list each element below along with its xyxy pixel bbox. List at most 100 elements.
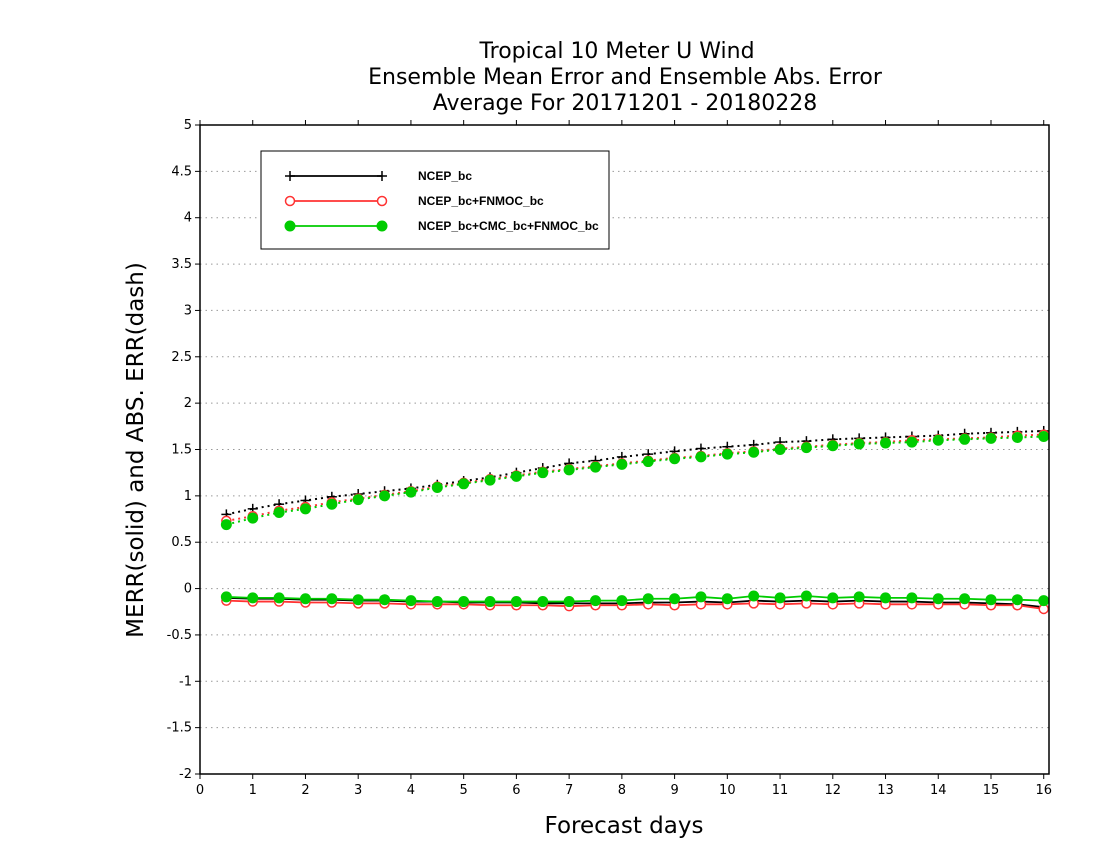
abs-err-point-ncep-bc-cmc-bc-fnmoc-bc: [748, 446, 760, 458]
legend-marker-ncep-bc: [285, 171, 295, 181]
merr-point-ncep-bc-cmc-bc-fnmoc-bc: [642, 593, 654, 605]
merr-point-ncep-bc-cmc-bc-fnmoc-bc: [695, 591, 707, 603]
abs-err-point-ncep-bc-cmc-bc-fnmoc-bc: [563, 464, 575, 476]
merr-point-ncep-bc-cmc-bc-fnmoc-bc: [247, 592, 259, 604]
legend: NCEP_bc NCEP_bc+FNMOC_bc NCEP_bc+CMC_bc+FN…: [260, 150, 610, 250]
abs-err-point-ncep-bc-cmc-bc-fnmoc-bc: [721, 448, 733, 460]
abs-err-point-ncep-bc-cmc-bc-fnmoc-bc: [827, 440, 839, 452]
y-tick-label: 1.5: [171, 443, 192, 458]
y-tick-label: 5: [184, 118, 192, 133]
merr-point-ncep-bc-cmc-bc-fnmoc-bc: [748, 590, 760, 602]
x-axis-ticks: 0 1 2 3 4 5 6 7 8 9 10 11 12 13 14 15 16: [196, 120, 1052, 798]
x-tick-label: 11: [772, 783, 789, 798]
y-tick-label: 1: [184, 489, 192, 504]
abs-err-point-ncep-bc-cmc-bc-fnmoc-bc: [484, 474, 496, 486]
merr-point-ncep-bc-cmc-bc-fnmoc-bc: [985, 594, 997, 606]
merr-point-ncep-bc-cmc-bc-fnmoc-bc: [906, 592, 918, 604]
y-tick-label: 2.5: [171, 350, 192, 365]
abs-err-point-ncep-bc-cmc-bc-fnmoc-bc: [959, 433, 971, 445]
y-tick-label: 0: [184, 582, 192, 597]
x-tick-label: 7: [565, 783, 573, 798]
merr-point-ncep-bc-cmc-bc-fnmoc-bc: [959, 593, 971, 605]
x-tick-label: 12: [825, 783, 842, 798]
x-tick-label: 8: [618, 783, 626, 798]
merr-point-ncep-bc-cmc-bc-fnmoc-bc: [853, 591, 865, 603]
abs-err-point-ncep-bc-cmc-bc-fnmoc-bc: [589, 461, 601, 473]
abs-err-point-ncep-bc-cmc-bc-fnmoc-bc: [273, 507, 285, 519]
abs-err-point-ncep-bc-cmc-bc-fnmoc-bc: [537, 467, 549, 479]
abs-err-point-ncep-bc-cmc-bc-fnmoc-bc: [985, 432, 997, 444]
abs-err-point-ncep-bc-cmc-bc-fnmoc-bc: [800, 442, 812, 454]
abs-err-point-ncep-bc-cmc-bc-fnmoc-bc: [299, 503, 311, 515]
abs-err-point-ncep-bc-cmc-bc-fnmoc-bc: [458, 478, 470, 490]
plot-series: [220, 425, 1050, 615]
x-tick-label: 15: [983, 783, 1000, 798]
abs-err-point-ncep-bc-cmc-bc-fnmoc-bc: [326, 498, 338, 510]
merr-point-ncep-bc-cmc-bc-fnmoc-bc: [537, 596, 549, 608]
merr-point-ncep-bc-cmc-bc-fnmoc-bc: [589, 595, 601, 607]
abs-err-point-ncep-bc-cmc-bc-fnmoc-bc: [247, 512, 259, 524]
abs-err-point-ncep-bc-cmc-bc-fnmoc-bc: [932, 434, 944, 446]
merr-point-ncep-bc-cmc-bc-fnmoc-bc: [721, 593, 733, 605]
y-tick-label: 2: [184, 396, 192, 411]
abs-err-point-ncep-bc-cmc-bc-fnmoc-bc: [431, 482, 443, 494]
x-tick-label: 5: [460, 783, 468, 798]
merr-point-ncep-bc-cmc-bc-fnmoc-bc: [774, 592, 786, 604]
abs-err-line-ncep-bc: [226, 429, 1044, 516]
merr-point-ncep-bc-cmc-bc-fnmoc-bc: [431, 596, 443, 608]
x-tick-label: 0: [196, 783, 204, 798]
abs-err-point-ncep-bc-cmc-bc-fnmoc-bc: [379, 490, 391, 502]
x-tick-label: 10: [719, 783, 736, 798]
y-tick-label: -2: [179, 767, 192, 782]
merr-point-ncep-bc-cmc-bc-fnmoc-bc: [299, 593, 311, 605]
x-tick-label: 9: [670, 783, 678, 798]
merr-point-ncep-bc-cmc-bc-fnmoc-bc: [616, 595, 628, 607]
merr-point-ncep-bc-cmc-bc-fnmoc-bc: [1011, 594, 1023, 606]
y-tick-label: 3.5: [171, 257, 192, 272]
legend-label-ncep-bc-fnmoc-bc: NCEP_bc+FNMOC_bc: [418, 194, 544, 208]
series-ncep-bc-fnmoc-bc: [221, 429, 1049, 615]
merr-point-ncep-bc-cmc-bc-fnmoc-bc: [220, 591, 232, 603]
y-tick-label: -1: [179, 674, 192, 689]
abs-err-point-ncep-bc-cmc-bc-fnmoc-bc: [642, 456, 654, 468]
x-tick-label: 13: [877, 783, 894, 798]
x-tick-label: 2: [301, 783, 309, 798]
legend-label-ncep-bc: NCEP_bc: [418, 169, 472, 183]
abs-err-line-ncep-bc-fnmoc-bc: [226, 433, 1044, 522]
abs-err-point-ncep-bc-cmc-bc-fnmoc-bc: [695, 451, 707, 463]
abs-err-point-ncep-bc-cmc-bc-fnmoc-bc: [616, 458, 628, 470]
chart-title-line-1: Tropical 10 Meter U Wind: [478, 39, 754, 64]
merr-point-ncep-bc-cmc-bc-fnmoc-bc: [563, 596, 575, 608]
x-tick-label: 16: [1035, 783, 1052, 798]
plot-frame: [199, 124, 1050, 775]
merr-point-ncep-bc-cmc-bc-fnmoc-bc: [458, 596, 470, 608]
merr-point-ncep-bc-cmc-bc-fnmoc-bc: [326, 593, 338, 605]
legend-marker-ncep-bc-fnmoc-bc: [284, 195, 296, 207]
y-tick-label: 4: [184, 211, 192, 226]
merr-point-ncep-bc-cmc-bc-fnmoc-bc: [352, 594, 364, 606]
abs-err-point-ncep-bc-cmc-bc-fnmoc-bc: [669, 453, 681, 465]
abs-err-point-ncep-bc-cmc-bc-fnmoc-bc: [510, 470, 522, 482]
merr-point-ncep-bc-cmc-bc-fnmoc-bc: [669, 593, 681, 605]
legend-marker-ncep-bc-cmc-bc-fnmoc-bc: [284, 220, 296, 232]
merr-point-ncep-bc-cmc-bc-fnmoc-bc: [484, 596, 496, 608]
y-axis-ticks: -2 -1.5 -1 -0.5 0 0.5 1 1.5 2 2.5 3 3.5 4 4.5 5: [167, 118, 200, 782]
x-tick-label: 6: [512, 783, 520, 798]
y-tick-label: 0.5: [171, 535, 192, 550]
merr-point-ncep-bc-cmc-bc-fnmoc-bc: [379, 594, 391, 606]
abs-err-point-ncep-bc-cmc-bc-fnmoc-bc: [853, 438, 865, 450]
y-tick-label: 4.5: [171, 164, 192, 179]
abs-err-point-ncep-bc-cmc-bc-fnmoc-bc: [352, 494, 364, 506]
x-tick-label: 4: [407, 783, 415, 798]
y-axis-label: MERR(solid) and ABS. ERR(dash): [123, 262, 149, 638]
legend-marker-ncep-bc-cmc-bc-fnmoc-bc: [376, 220, 388, 232]
merr-point-ncep-bc-cmc-bc-fnmoc-bc: [510, 596, 522, 608]
x-tick-label: 1: [249, 783, 257, 798]
chart-title-line-2: Ensemble Mean Error and Ensemble Abs. Er…: [368, 65, 883, 90]
merr-point-ncep-bc-cmc-bc-fnmoc-bc: [1038, 595, 1050, 607]
y-tick-label: -1.5: [167, 721, 192, 736]
gridlines: [200, 170, 1049, 729]
legend-label-ncep-bc-cmc-bc-fnmoc-bc: NCEP_bc+CMC_bc+FNMOC_bc: [418, 219, 599, 233]
x-tick-label: 3: [354, 783, 362, 798]
